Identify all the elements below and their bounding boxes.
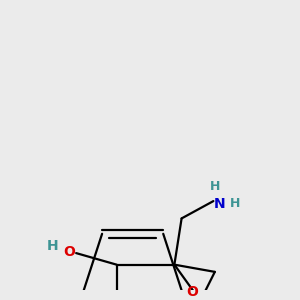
Text: O: O	[186, 285, 198, 299]
Text: O: O	[63, 245, 75, 259]
Text: H: H	[230, 197, 240, 211]
Text: H: H	[47, 239, 59, 253]
Text: H: H	[210, 180, 220, 193]
Text: N: N	[213, 197, 225, 211]
